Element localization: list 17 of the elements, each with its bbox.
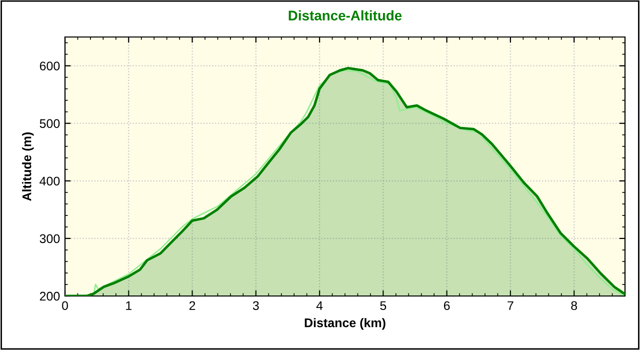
x-tick-label: 5 — [380, 301, 386, 310]
y-tick-label: 200 — [40, 292, 60, 301]
x-tick-label: 4 — [316, 301, 323, 310]
x-tick-label: 1 — [126, 301, 132, 310]
chart-title: Distance-Altitude — [288, 10, 402, 20]
y-tick-label: 400 — [40, 176, 60, 186]
y-axis-title: Altitude (m) — [22, 132, 34, 201]
x-axis-title: Distance (km) — [304, 318, 386, 330]
x-tick-label: 7 — [508, 301, 514, 310]
x-tick-label: 2 — [189, 301, 196, 310]
x-tick-label: 3 — [252, 301, 259, 310]
x-tick-label: 8 — [571, 301, 578, 310]
x-tick-label: 6 — [444, 301, 450, 310]
y-tick-label: 500 — [40, 119, 60, 128]
y-tick-label: 600 — [40, 62, 60, 70]
y-tick-label: 300 — [40, 234, 60, 244]
x-tick-label: 0 — [62, 301, 68, 310]
